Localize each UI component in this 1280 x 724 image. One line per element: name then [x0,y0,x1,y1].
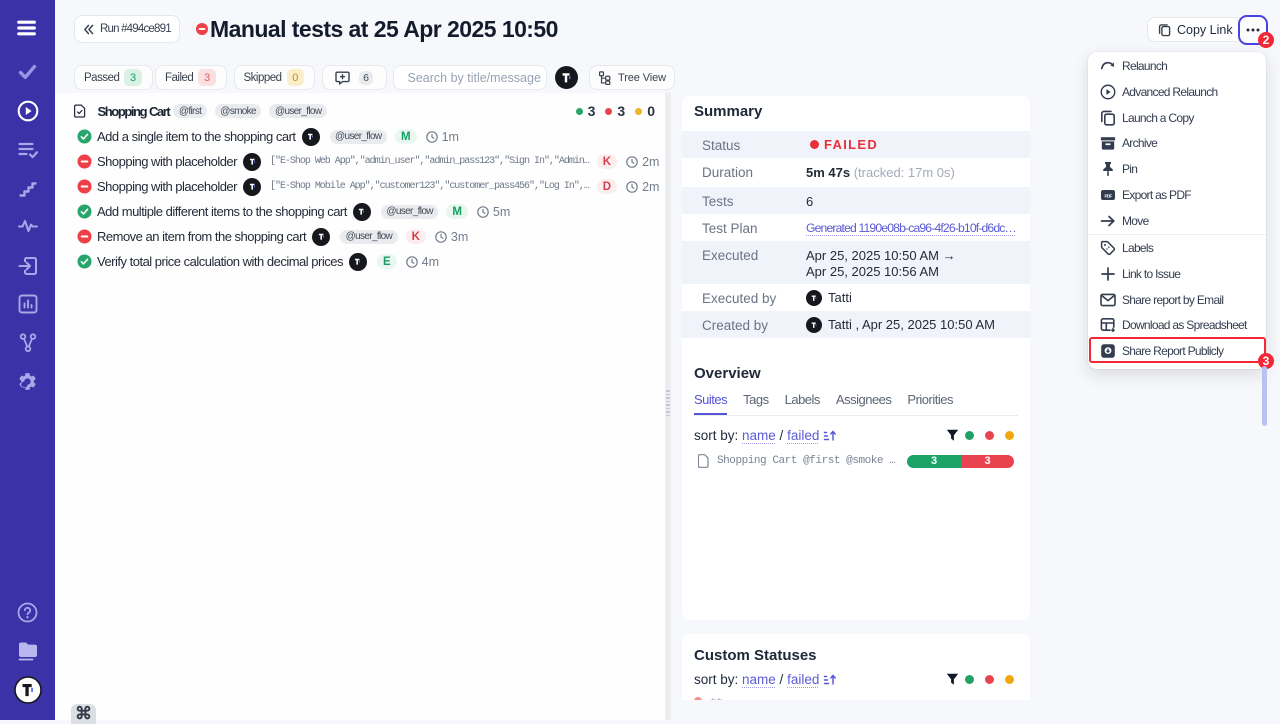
svg-text:PDF: PDF [1104,194,1112,199]
